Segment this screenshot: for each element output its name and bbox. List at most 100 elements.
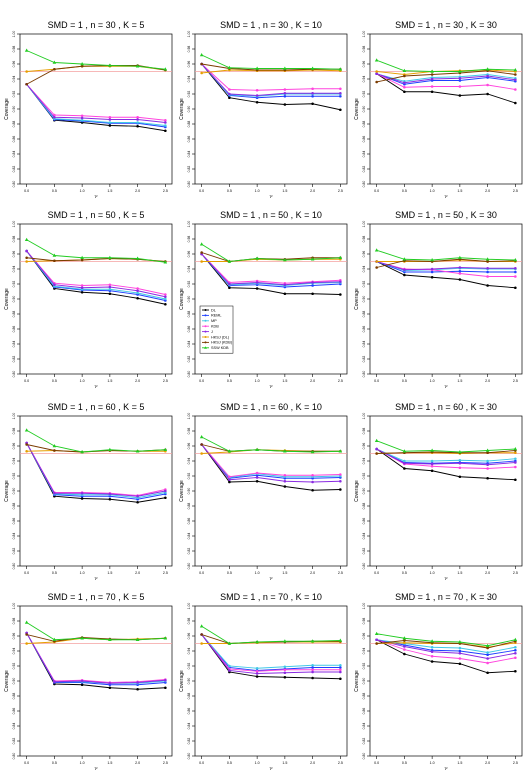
data-point bbox=[311, 488, 314, 492]
data-point bbox=[136, 291, 139, 295]
data-point bbox=[430, 275, 434, 279]
y-tick-label: 0.84 bbox=[12, 341, 16, 348]
data-point bbox=[403, 461, 406, 465]
y-tick-label: 0.86 bbox=[187, 518, 191, 525]
panel-11: SMD = 1 , n = 70 , K = 10 0.80 0.82 0.84 0.8… bbox=[179, 592, 348, 770]
x-tick-label: 0.0 bbox=[199, 761, 204, 765]
data-point bbox=[375, 266, 378, 269]
data-point bbox=[228, 282, 231, 286]
data-point bbox=[339, 663, 342, 667]
y-tick-label: 0.90 bbox=[362, 488, 366, 495]
y-tick-label: 0.82 bbox=[362, 166, 366, 173]
data-point bbox=[52, 60, 57, 64]
data-point bbox=[108, 115, 112, 119]
y-tick-label: 0.90 bbox=[12, 106, 16, 113]
series-line bbox=[26, 83, 166, 123]
data-point bbox=[514, 645, 517, 649]
data-point bbox=[108, 255, 112, 260]
panel-title: SMD = 1 , n = 60 , K = 5 bbox=[48, 402, 145, 412]
y-tick-label: 0.80 bbox=[187, 181, 191, 188]
y-tick-label: 0.80 bbox=[362, 371, 366, 378]
data-point bbox=[430, 660, 434, 663]
y-tick-label: 0.82 bbox=[187, 548, 191, 555]
data-point bbox=[458, 79, 462, 82]
data-point bbox=[311, 670, 314, 674]
panel-title: SMD = 1 , n = 70 , K = 10 bbox=[220, 592, 322, 602]
data-point bbox=[486, 83, 489, 87]
data-point bbox=[80, 679, 84, 683]
data-point bbox=[164, 686, 167, 690]
data-point bbox=[283, 479, 287, 483]
y-tick-label: 0.84 bbox=[12, 723, 16, 730]
y-tick-label: 0.94 bbox=[12, 648, 16, 655]
data-point bbox=[108, 637, 112, 642]
data-point bbox=[200, 260, 203, 263]
y-tick-label: 0.98 bbox=[187, 618, 191, 625]
data-point bbox=[163, 67, 168, 71]
data-point bbox=[514, 457, 517, 461]
data-point bbox=[375, 70, 378, 73]
data-point bbox=[25, 642, 28, 645]
data-point bbox=[255, 256, 259, 260]
legend-marker bbox=[204, 336, 207, 338]
y-tick-label: 0.98 bbox=[362, 236, 366, 243]
data-point bbox=[228, 92, 231, 96]
x-tick-label: 2.0 bbox=[485, 761, 490, 765]
data-point bbox=[486, 266, 489, 270]
data-point bbox=[430, 69, 434, 73]
data-point bbox=[374, 631, 379, 636]
x-axis-label: τ² bbox=[444, 766, 448, 770]
panel-12: SMD = 1 , n = 70 , K = 30 0.80 0.82 0.84 0.8… bbox=[354, 592, 523, 770]
data-point bbox=[486, 476, 489, 480]
legend-marker bbox=[204, 309, 207, 311]
data-point bbox=[514, 461, 517, 464]
data-point bbox=[458, 69, 462, 73]
x-tick-label: 0.5 bbox=[52, 379, 57, 383]
panel-5: SMD = 1 , n = 50 , K = 10 0.80 0.82 0.84 0.8… bbox=[179, 210, 348, 389]
x-tick-label: 2.0 bbox=[485, 379, 490, 383]
y-tick-label: 0.88 bbox=[12, 693, 16, 700]
x-tick-label: 2.5 bbox=[338, 189, 343, 193]
data-point bbox=[311, 87, 314, 91]
series-mp bbox=[200, 443, 342, 479]
y-tick-label: 0.94 bbox=[187, 76, 191, 83]
series-line bbox=[201, 253, 341, 286]
data-point bbox=[163, 447, 168, 452]
y-tick-label: 0.88 bbox=[187, 311, 191, 318]
series-line bbox=[376, 440, 516, 453]
data-point bbox=[403, 652, 406, 656]
data-point bbox=[283, 473, 287, 477]
y-tick-label: 0.92 bbox=[187, 663, 191, 670]
legend-label: MP bbox=[211, 319, 217, 323]
x-tick-label: 0.0 bbox=[199, 379, 204, 383]
data-point bbox=[486, 661, 489, 665]
data-point bbox=[25, 249, 28, 253]
y-tick-label: 0.92 bbox=[362, 91, 366, 98]
data-point bbox=[311, 480, 314, 484]
y-tick-label: 0.80 bbox=[187, 563, 191, 570]
x-tick-label: 0.5 bbox=[52, 571, 57, 575]
data-point bbox=[80, 683, 84, 687]
data-point bbox=[375, 447, 378, 451]
x-axis-label: τ² bbox=[94, 194, 98, 199]
y-tick-label: 1.00 bbox=[187, 221, 191, 228]
y-tick-label: 0.84 bbox=[12, 533, 16, 540]
series-line bbox=[201, 54, 341, 70]
series-line bbox=[376, 73, 516, 85]
series-line bbox=[201, 253, 341, 284]
y-tick-label: 0.96 bbox=[362, 61, 366, 68]
data-point bbox=[136, 115, 139, 119]
data-point bbox=[403, 90, 406, 94]
data-point bbox=[255, 88, 259, 92]
y-tick-label: 1.00 bbox=[362, 413, 366, 420]
series-ssw-kdb bbox=[199, 242, 343, 263]
data-point bbox=[108, 118, 112, 121]
y-tick-label: 0.84 bbox=[362, 341, 366, 348]
data-point bbox=[228, 480, 231, 484]
x-axis-label: τ² bbox=[94, 766, 98, 770]
y-tick-label: 0.92 bbox=[362, 281, 366, 288]
x-tick-label: 0.0 bbox=[374, 571, 379, 575]
data-point bbox=[486, 671, 489, 675]
data-point bbox=[311, 94, 314, 98]
